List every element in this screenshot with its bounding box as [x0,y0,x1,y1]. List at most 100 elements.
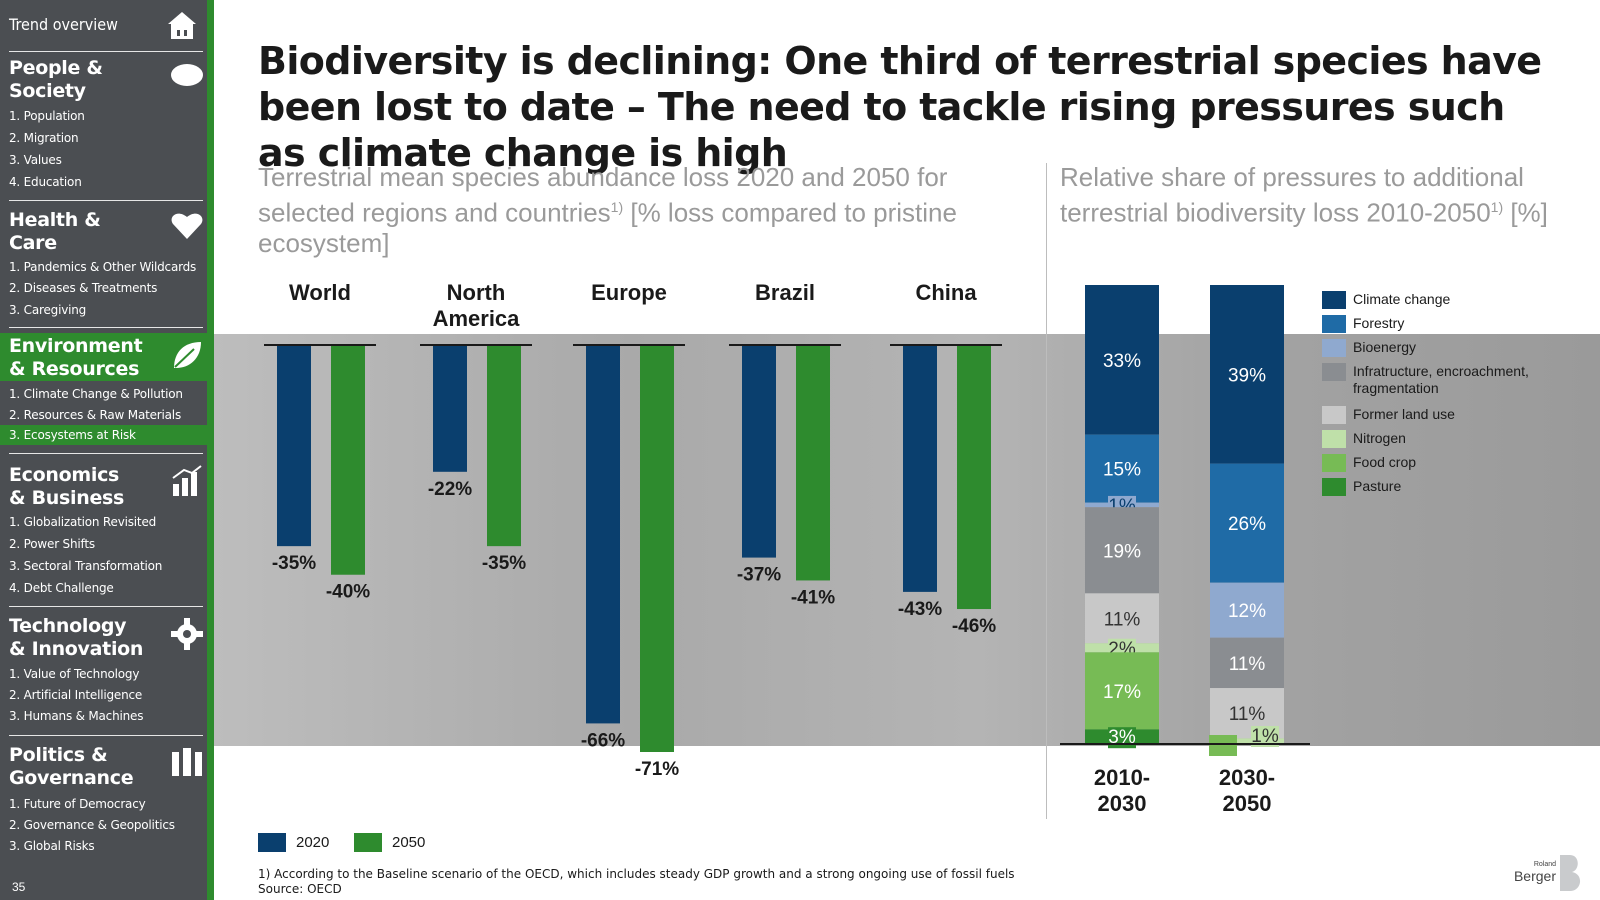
segment-value-label: 15% [1103,460,1141,481]
legend-label: Nitrogen [1353,430,1406,446]
data-label: -35% [272,553,316,574]
sidebar-item-debt[interactable]: 4. Debt Challenge [9,581,114,595]
sidebar-divider [9,327,203,328]
legend-swatch [1322,363,1346,381]
sidebar-item-diseases[interactable]: 2. Diseases & Treatments [9,281,158,295]
segment-value-label: 26% [1228,514,1266,535]
segment-value-label: 11% [1229,654,1266,675]
category-label: China [915,280,977,305]
legend-label: Pasture [1353,478,1402,494]
pressure-share-chart: 33%15%1%19%11%2%17%3%2010-203039%26%12%1… [1060,285,1310,816]
legend-label: Infratructure, encroachment, fragmentatio… [1353,363,1529,396]
data-label: -35% [482,553,526,574]
segment-infratructure [1210,637,1284,689]
sidebar-item-global-risks[interactable]: 3. Global Risks [9,839,95,853]
sidebar-divider [9,735,203,736]
bar-2020-world [277,346,311,547]
legend-label: Food crop [1353,454,1417,470]
bar-2020-china [903,346,937,592]
legend-label: Forestry [1353,315,1405,331]
legend-label: Former land use [1353,406,1455,422]
leaf-icon [174,342,201,368]
sidebar-accent-bar [207,0,214,900]
legend-swatch-2050 [354,833,382,852]
legend-label: Bioenergy [1353,339,1417,355]
sidebar-item-values[interactable]: 3. Values [9,153,62,167]
section-title-people[interactable]: People & Society [9,57,103,102]
segment-label-box [1251,726,1279,747]
legend-swatch [1322,478,1346,496]
segment-food-crop [1085,652,1159,730]
bar-2050-china [957,346,991,610]
category-label: America [433,306,521,331]
sidebar-item-education[interactable]: 4. Education [9,175,82,189]
bar-2020-north-america [433,346,467,472]
segment-value-label: 3% [1108,727,1136,748]
source-note: Source: OECD [258,882,342,896]
sidebar-divider [9,453,203,454]
segment-forestry [1210,463,1284,583]
data-label: -40% [326,582,370,603]
bar-2050-brazil [796,346,830,581]
section-title-politics[interactable]: Politics & Governance [9,744,134,789]
legend-label-2050: 2050 [392,834,426,851]
sidebar-item-population[interactable]: 1. Population [9,109,85,123]
segment-value-label: 1% [1251,726,1279,747]
section-title-environment[interactable]: Environment & Resources [9,335,143,380]
data-label: -37% [737,565,781,586]
sidebar-item-migration[interactable]: 2. Migration [9,131,79,145]
sidebar-item-democracy[interactable]: 1. Future of Democracy [9,797,146,811]
sidebar-item-ai[interactable]: 2. Artificial Intelligence [9,688,143,702]
sidebar-item-resources[interactable]: 2. Resources & Raw Materials [9,408,181,422]
sidebar-item-climate-change[interactable]: 1. Climate Change & Pollution [9,387,183,401]
sidebar-item-power-shifts[interactable]: 2. Power Shifts [9,537,95,551]
segment-value-label: 19% [1103,541,1141,562]
page-title: Biodiversity is declining: One third of … [258,39,1542,175]
chart-divider [1046,163,1047,819]
section-title-economics[interactable]: Economics & Business [9,464,125,509]
sidebar: Trend overview People & Society 1. Popula… [0,0,214,900]
legend-swatch [1322,339,1346,357]
sidebar-item-ecosystems[interactable]: 3. Ecosystems at Risk [9,428,136,442]
sidebar-item-value-tech[interactable]: 1. Value of Technology [9,667,140,681]
segment-value-label: 12% [1228,601,1266,622]
logo-line2: Berger [1514,868,1556,884]
segment-bioenergy [1210,582,1284,638]
bar-2020-brazil [742,346,776,558]
sidebar-item-geopolitics[interactable]: 2. Governance & Geopolitics [9,818,175,832]
trend-overview-link[interactable]: Trend overview [0,0,207,50]
legend-swatch [1322,406,1346,424]
sidebar-item-sectoral[interactable]: 3. Sectoral Transformation [9,559,163,573]
data-label: -41% [791,587,835,608]
sidebar-divider [9,51,203,52]
roland-berger-logo: Roland Berger [1514,855,1581,891]
logo-line1: Roland [1534,861,1556,868]
legend-swatch [1322,430,1346,448]
sidebar-item-pandemics[interactable]: 1. Pandemics & Other Wildcards [9,260,197,274]
active-section-highlight [0,333,207,381]
home-icon [168,12,196,39]
active-item-highlight [0,425,207,445]
legend-swatch [1322,291,1346,309]
segment-value-label: 11% [1229,704,1266,725]
section-title-technology[interactable]: Technology & Innovation [9,615,144,660]
data-label: -71% [635,759,679,780]
segment-value-label: 17% [1103,682,1141,703]
data-label: -66% [581,730,625,751]
category-label: Brazil [755,280,815,305]
sidebar-item-globalization[interactable]: 1. Globalization Revisited [9,515,157,529]
bar-2050-world [331,346,365,575]
section-title-health[interactable]: Health & Care [9,209,101,254]
segment-value-label: 33% [1103,351,1141,372]
sidebar-divider [9,606,203,607]
governance-icon [172,748,202,776]
sidebar-item-humans-machines[interactable]: 3. Humans & Machines [9,709,144,723]
page-number: 35 [12,880,26,894]
period-label: 2050 [1223,791,1272,816]
sidebar-item-caregiving[interactable]: 3. Caregiving [9,303,87,317]
segment-label-box [1209,735,1237,756]
segment-nitrogen [1210,738,1284,743]
category-label: World [289,280,351,305]
category-label: Europe [591,280,667,305]
